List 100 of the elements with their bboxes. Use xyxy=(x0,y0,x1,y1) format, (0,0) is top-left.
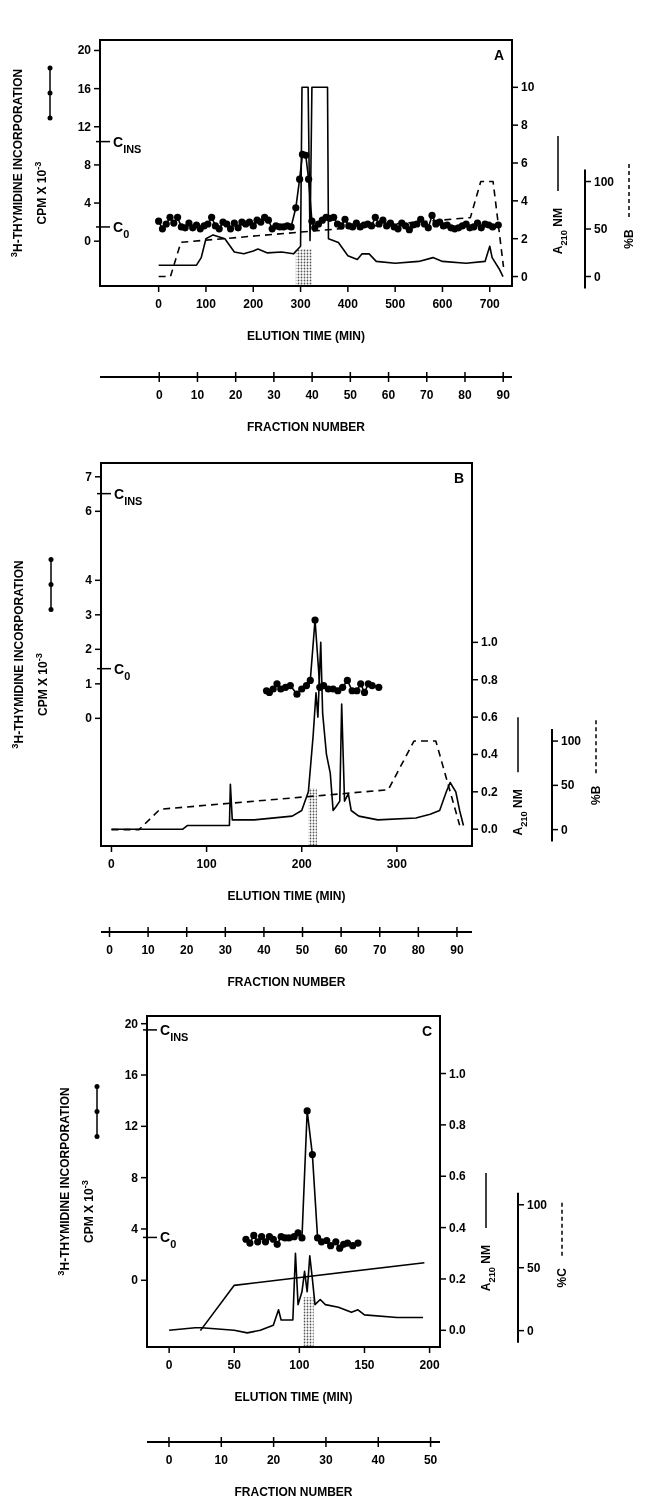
x-tick-label: 200 xyxy=(243,297,264,311)
y-tick-label: 12 xyxy=(77,119,92,134)
x-tick-label: 300 xyxy=(290,297,311,311)
y-tick-label: 16 xyxy=(77,81,92,96)
y-tick-label: 8 xyxy=(131,1170,139,1185)
y3-tick-label: 50 xyxy=(561,778,575,793)
y3-tick-label: 0 xyxy=(594,269,601,284)
y-tick-label: 4 xyxy=(131,1221,139,1236)
y-tick-label: 20 xyxy=(124,1016,139,1031)
x2-tick-label: 0 xyxy=(106,943,114,957)
annotation: C$_{0}$ xyxy=(114,660,131,682)
x-tick-label: 50 xyxy=(227,1358,242,1372)
y2-tick-label: 0.8 xyxy=(481,672,499,687)
x-tick-label: 0 xyxy=(108,857,116,871)
x2-tick-label: 40 xyxy=(371,1453,386,1467)
y-tick-label: 4 xyxy=(84,196,92,211)
x2-tick-label: 20 xyxy=(229,388,243,402)
y2-tick-label: 4 xyxy=(521,193,528,208)
y3-tick-label: 50 xyxy=(527,1260,541,1275)
y2-tick-label: 0.2 xyxy=(449,1271,467,1286)
x-axis-title: ELUTION TIME (MIN) xyxy=(247,329,365,343)
y2-tick-label: 0 xyxy=(521,269,528,284)
x2-tick-label: 80 xyxy=(411,943,426,957)
x2-tick-label: 30 xyxy=(267,388,281,402)
y2-tick-label: 0.0 xyxy=(449,1323,467,1338)
x2-tick-label: 10 xyxy=(141,943,156,957)
y2-tick-label: 0.6 xyxy=(449,1169,467,1184)
y2-tick-label: 0.6 xyxy=(481,710,499,725)
y2-tick-label: 6 xyxy=(521,156,528,170)
y-tick-label: 1 xyxy=(85,676,93,691)
annotation: C$_{INS}$ xyxy=(114,485,143,507)
x-tick-label: 600 xyxy=(432,297,453,311)
x-tick-label: 700 xyxy=(479,297,501,311)
y-tick-label: 20 xyxy=(77,43,92,58)
y-tick-label: 0 xyxy=(85,711,93,726)
x2-tick-label: 40 xyxy=(305,388,320,402)
x2-tick-label: 90 xyxy=(496,388,511,402)
x-tick-label: 100 xyxy=(196,857,217,871)
y-tick-label: 0 xyxy=(131,1273,139,1288)
x2-tick-label: 10 xyxy=(214,1453,229,1467)
x-tick-label: 100 xyxy=(289,1358,310,1372)
x-tick-label: 500 xyxy=(385,297,406,311)
x2-tick-label: 70 xyxy=(373,943,387,957)
x2-tick-label: 0 xyxy=(165,1453,173,1467)
y2-tick-label: 0.4 xyxy=(449,1220,467,1235)
annotation: A xyxy=(493,47,504,63)
y-tick-label: 4 xyxy=(85,573,93,588)
x-tick-label: 0 xyxy=(165,1358,173,1372)
x2-tick-label: 20 xyxy=(266,1453,281,1467)
x-axis-title: ELUTION TIME (MIN) xyxy=(227,889,346,903)
annotation: B xyxy=(453,470,464,486)
y3-tick-label: 0 xyxy=(561,822,568,837)
y2-tick-label: 0.4 xyxy=(481,747,499,762)
y2-tick-label: 0.2 xyxy=(481,784,499,799)
x-tick-label: 200 xyxy=(291,857,313,871)
x2-tick-label: 10 xyxy=(190,388,205,402)
x2-tick-label: 50 xyxy=(295,943,310,957)
x-tick-label: 0 xyxy=(155,297,163,311)
y3-axis-title: %B xyxy=(589,785,603,806)
y-tick-label: 16 xyxy=(124,1068,139,1083)
x2-tick-label: 40 xyxy=(257,943,271,957)
x2-tick-label: 60 xyxy=(381,388,396,402)
y2-tick-label: 1.0 xyxy=(449,1066,467,1081)
y3-tick-label: 100 xyxy=(561,734,582,749)
y3-axis-title: %C xyxy=(555,1267,569,1288)
y2-tick-label: 10 xyxy=(521,80,535,95)
annotation: C$_{0}$ xyxy=(113,218,130,240)
y-tick-label: 12 xyxy=(124,1119,139,1134)
y-tick-label: 6 xyxy=(85,504,93,519)
x2-axis-title: FRACTION NUMBER xyxy=(234,1485,353,1499)
x2-tick-label: 20 xyxy=(180,943,194,957)
x2-tick-label: 70 xyxy=(420,388,434,402)
x2-axis-title: FRACTION NUMBER xyxy=(247,420,366,434)
x2-tick-label: 60 xyxy=(334,943,349,957)
x-tick-label: 100 xyxy=(195,297,217,311)
x2-tick-label: 90 xyxy=(450,943,464,957)
y-tick-label: 3 xyxy=(85,607,93,622)
y3-tick-label: 0 xyxy=(527,1323,534,1338)
x2-tick-label: 80 xyxy=(458,388,472,402)
y2-tick-label: 0.8 xyxy=(449,1117,467,1132)
annotation: C$_{INS}$ xyxy=(113,133,142,155)
y3-tick-label: 50 xyxy=(594,222,608,237)
annotation: C$_{0}$ xyxy=(160,1229,177,1251)
y2-tick-label: 2 xyxy=(521,231,528,246)
x2-tick-label: 30 xyxy=(218,943,233,957)
x2-axis-title: FRACTION NUMBER xyxy=(227,975,346,989)
y-tick-label: 7 xyxy=(85,469,93,484)
y3-axis-title: %B xyxy=(622,229,636,249)
x-tick-label: 400 xyxy=(337,297,359,311)
x2-tick-label: 0 xyxy=(155,388,163,402)
x-tick-label: 200 xyxy=(419,1358,440,1372)
y-tick-label: 0 xyxy=(84,234,92,249)
y2-tick-label: 8 xyxy=(521,118,528,133)
y-tick-label: 8 xyxy=(84,157,92,172)
x2-tick-label: 50 xyxy=(343,388,358,402)
y3-tick-label: 100 xyxy=(594,174,615,189)
x-tick-label: 150 xyxy=(354,1358,375,1372)
x-axis-title: ELUTION TIME (MIN) xyxy=(234,1390,353,1404)
y2-tick-label: 1.0 xyxy=(481,635,499,650)
y2-tick-label: 0.0 xyxy=(481,822,499,837)
